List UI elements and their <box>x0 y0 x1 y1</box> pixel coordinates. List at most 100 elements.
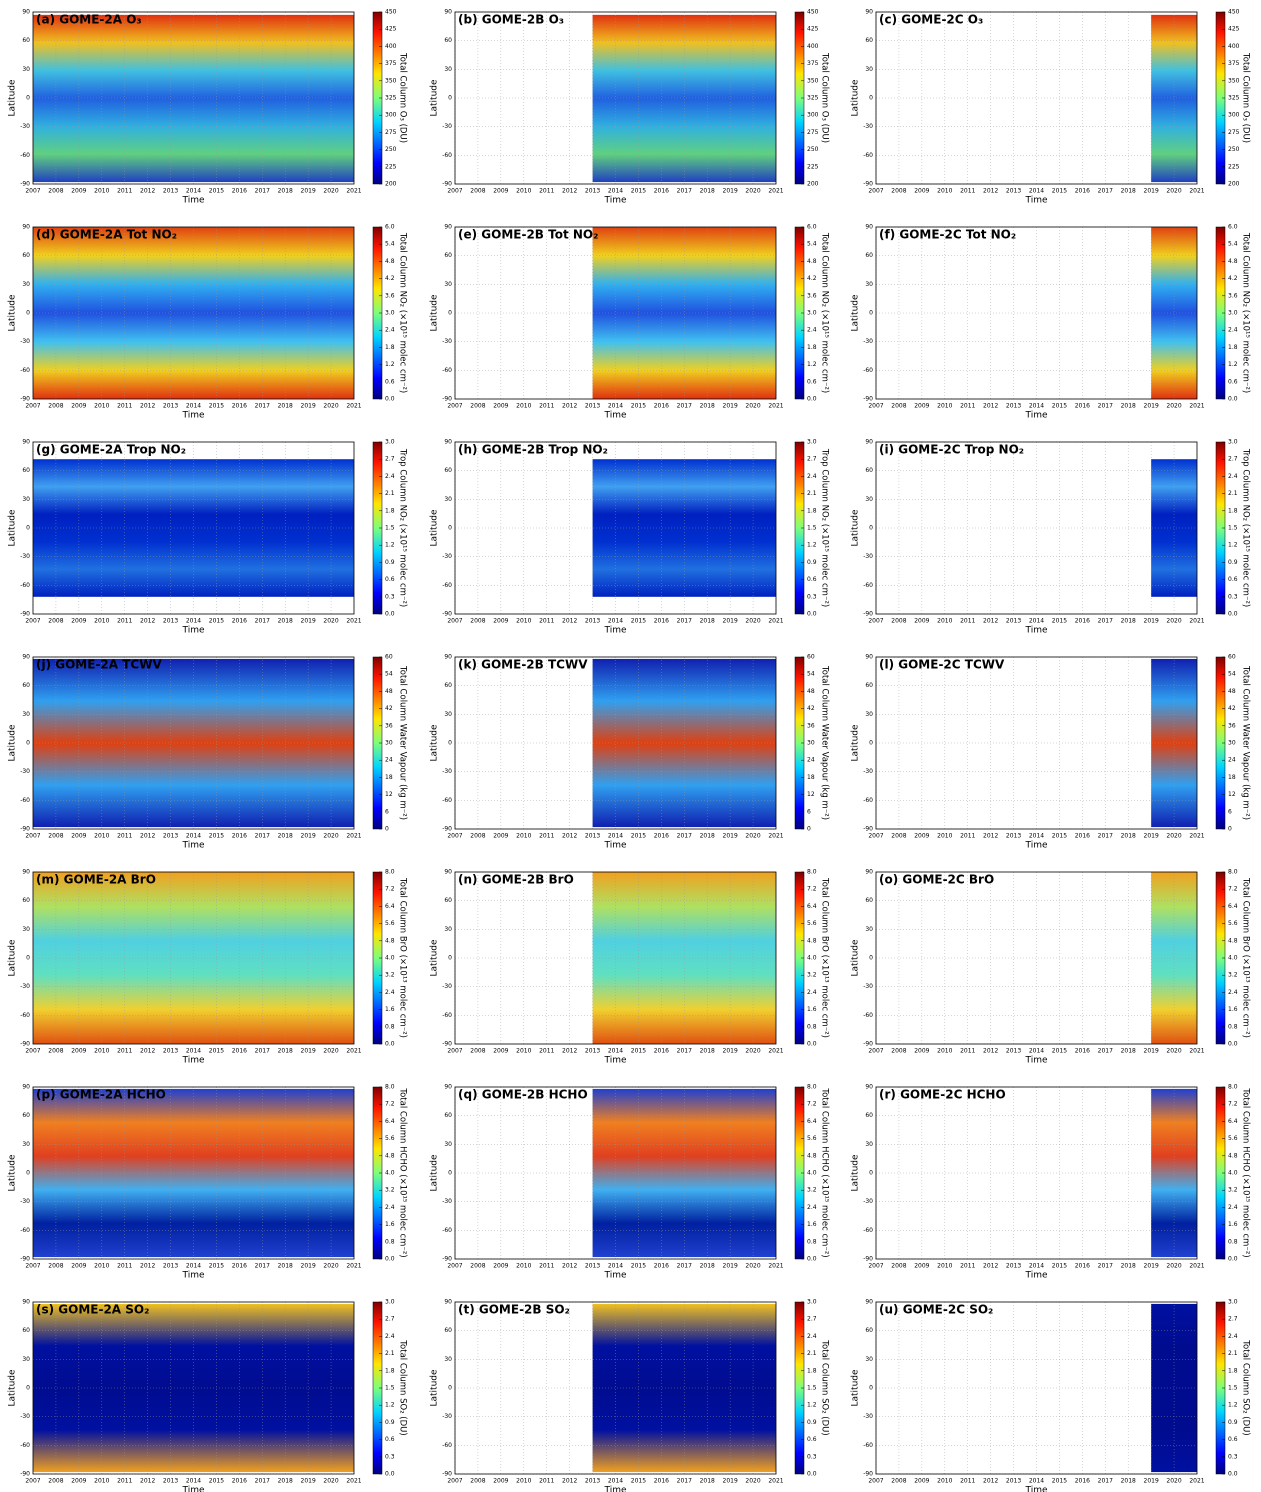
colorbar-tick-label: 30 <box>1228 740 1236 747</box>
y-tick-label: 60 <box>22 1327 30 1334</box>
x-tick-label: 2020 <box>1166 403 1181 410</box>
y-axis-label: Latitude <box>430 294 440 332</box>
x-axis-label: Time <box>181 1486 204 1492</box>
x-tick-label: 2010 <box>937 618 952 625</box>
x-tick-label: 2015 <box>631 618 646 625</box>
x-tick-label: 2009 <box>914 188 929 195</box>
panel-title: (p) GOME-2A HCHO <box>36 1088 166 1102</box>
x-tick-label: 2020 <box>1166 188 1181 195</box>
x-tick-label: 2016 <box>232 618 247 625</box>
y-tick-label: 90 <box>865 869 873 876</box>
colorbar-tick-label: 6 <box>807 808 811 815</box>
panel-title: (b) GOME-2B O₃ <box>458 13 564 27</box>
x-tick-label: 2013 <box>163 1478 178 1485</box>
y-tick-label: -30 <box>863 983 873 990</box>
x-tick-label: 2011 <box>960 1048 975 1055</box>
x-tick-label: 2008 <box>891 1048 906 1055</box>
colorbar-tick-label: 5.4 <box>385 241 395 248</box>
y-tick-label: -90 <box>863 396 873 403</box>
x-tick-label: 2020 <box>1166 833 1181 840</box>
colorbar-tick-label: 18 <box>385 774 393 781</box>
x-tick-label: 2021 <box>1189 1478 1204 1485</box>
colorbar-tick-label: 225 <box>385 163 397 170</box>
x-tick-label: 2014 <box>1029 403 1044 410</box>
x-tick-label: 2017 <box>1098 1048 1113 1055</box>
colorbar-tick-label: 425 <box>385 26 397 33</box>
y-tick-label: 30 <box>865 1356 873 1363</box>
x-tick-label: 2009 <box>493 403 508 410</box>
colorbar-tick-label: 36 <box>1228 722 1236 729</box>
colorbar-tick-label: 3.0 <box>807 310 817 317</box>
colorbar-tick-label: 2.4 <box>807 473 817 480</box>
colorbar-tick-label: 0.6 <box>385 576 395 583</box>
x-tick-label: 2008 <box>48 618 63 625</box>
colorbar-tick-label: 1.2 <box>807 542 817 549</box>
x-tick-label: 2014 <box>1029 1263 1044 1270</box>
y-tick-label: 90 <box>865 224 873 231</box>
y-tick-label: -30 <box>863 1198 873 1205</box>
y-tick-label: -30 <box>20 983 30 990</box>
colorbar-label: Trop Column NO₂ (×10¹⁵ molec cm⁻²) <box>820 448 830 607</box>
y-tick-label: 30 <box>865 711 873 718</box>
x-tick-label: 2021 <box>1189 1048 1204 1055</box>
y-tick-label: 90 <box>444 1299 452 1306</box>
y-tick-label: 90 <box>865 1299 873 1306</box>
colorbar-tick-label: 0.3 <box>1228 593 1238 600</box>
colorbar-tick-label: 2.1 <box>1228 1350 1238 1357</box>
x-tick-label: 2009 <box>71 1478 86 1485</box>
x-tick-label: 2010 <box>516 618 531 625</box>
x-axis-label: Time <box>181 841 204 851</box>
x-tick-label: 2021 <box>346 1048 361 1055</box>
x-tick-label: 2008 <box>48 1048 63 1055</box>
colorbar-tick-label: 0.0 <box>385 396 395 403</box>
colorbar-tick-label: 375 <box>1228 60 1240 67</box>
colorbar-tick-label: 0.6 <box>807 378 817 385</box>
x-tick-label: 2009 <box>493 618 508 625</box>
colorbar-tick-label: 2.4 <box>807 327 817 334</box>
x-tick-label: 2020 <box>745 1478 760 1485</box>
x-tick-label: 2012 <box>562 1478 577 1485</box>
x-tick-label: 2015 <box>209 1048 224 1055</box>
colorbar-tick-label: 2.4 <box>1228 989 1238 996</box>
x-tick-label: 2020 <box>1166 618 1181 625</box>
x-tick-label: 2016 <box>232 833 247 840</box>
y-tick-label: -60 <box>20 1227 30 1234</box>
y-tick-label: -60 <box>863 1442 873 1449</box>
x-tick-label: 2021 <box>1189 833 1204 840</box>
colorbar-label: Total Column SO₂ (DU) <box>398 1339 408 1435</box>
colorbar-tick-label: 2.4 <box>385 1333 395 1340</box>
colorbar-tick-label: 60 <box>1228 654 1236 661</box>
y-tick-label: -90 <box>863 181 873 188</box>
x-tick-label: 2016 <box>654 833 669 840</box>
colorbar-tick-label: 275 <box>807 129 819 136</box>
colorbar-label: Total Column Water Vapour (kg m⁻²) <box>820 665 830 820</box>
colorbar-tick-label: 225 <box>807 163 819 170</box>
colorbar-tick-label: 250 <box>807 146 819 153</box>
panel-title: (j) GOME-2A TCWV <box>36 658 162 672</box>
panel-title: (a) GOME-2A O₃ <box>36 13 142 27</box>
panel-title: (r) GOME-2C HCHO <box>879 1088 1006 1102</box>
x-tick-label: 2010 <box>94 1263 109 1270</box>
x-axis-label: Time <box>603 1271 626 1281</box>
plot-frame <box>454 871 777 1045</box>
colorbar-tick-label: 1.6 <box>1228 1006 1238 1013</box>
x-axis-label: Time <box>603 1056 626 1066</box>
plot-frame <box>454 441 777 615</box>
colorbar-tick-label: 0.6 <box>385 1436 395 1443</box>
x-tick-label: 2007 <box>25 1048 40 1055</box>
x-tick-label: 2015 <box>209 1263 224 1270</box>
x-tick-label: 2007 <box>25 188 40 195</box>
colorbar-tick-label: 5.6 <box>385 1135 395 1142</box>
colorbar-tick-label: 12 <box>1228 791 1236 798</box>
x-tick-label: 2012 <box>140 833 155 840</box>
x-tick-label: 2008 <box>48 1478 63 1485</box>
colorbar-tick-label: 0.9 <box>385 559 395 566</box>
x-tick-label: 2007 <box>868 188 883 195</box>
colorbar-tick-label: 0.6 <box>1228 1436 1238 1443</box>
colorbar-tick-label: 4.2 <box>385 275 395 282</box>
colorbar-tick-label: 1.2 <box>807 1402 817 1409</box>
y-tick-label: 0 <box>26 740 30 747</box>
x-tick-label: 2007 <box>868 618 883 625</box>
panel-title: (e) GOME-2B Tot NO₂ <box>458 228 598 242</box>
colorbar-tick-label: 4.8 <box>807 937 817 944</box>
